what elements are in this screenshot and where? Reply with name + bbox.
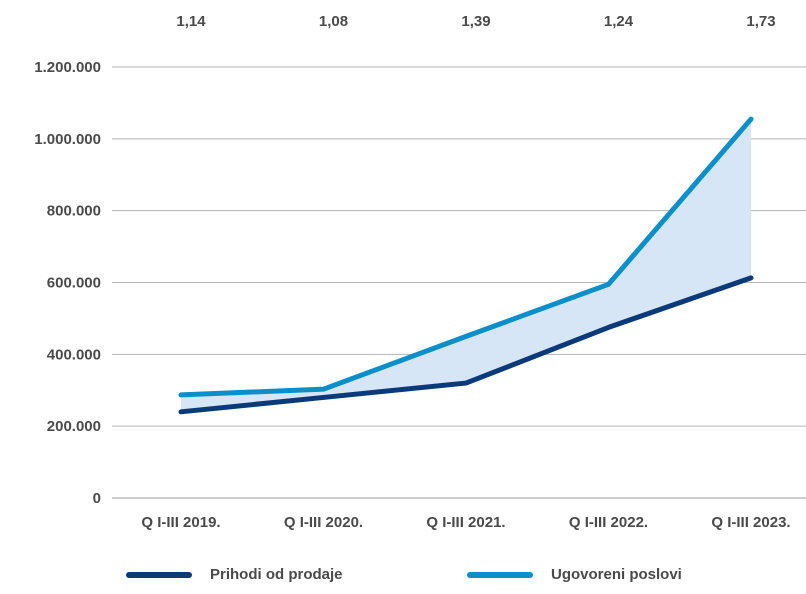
x-tick-label: Q I-III 2019. <box>141 514 220 531</box>
y-tick-label: 400.000 <box>47 346 101 363</box>
legend-label-prihodi: Prihodi od prodaje <box>210 566 343 583</box>
series-lines <box>178 116 754 415</box>
x-tick-label: Q I-III 2021. <box>426 514 505 531</box>
ratio-label: 1,39 <box>461 13 490 30</box>
ratio-labels: 1,14 1,08 1,39 1,24 1,73 <box>176 13 775 30</box>
legend: Prihodi od prodaje Ugovoreni poslovi <box>0 566 806 594</box>
legend-swatch-ugovoreni <box>467 571 533 578</box>
legend-label-ugovoreni: Ugovoreni poslovi <box>551 566 682 583</box>
x-tick-label: Q I-III 2022. <box>569 514 648 531</box>
area-fill <box>181 119 751 412</box>
line-chart: 0 200.000 400.000 600.000 800.000 1.000.000 1.… <box>34 13 806 531</box>
y-axis-tick-labels: 0 200.000 400.000 600.000 800.000 1.000.000 1.… <box>34 59 101 507</box>
legend-item-ugovoreni: Ugovoreni poslovi <box>467 566 682 583</box>
series-line-prihodi <box>178 275 754 415</box>
ratio-label: 1,73 <box>746 13 775 30</box>
x-tick-label: Q I-III 2020. <box>284 514 363 531</box>
x-axis-tick-labels: Q I-III 2019. Q I-III 2020. Q I-III 2021. Q… <box>141 514 790 531</box>
ratio-label: 1,24 <box>604 13 634 30</box>
y-tick-label: 1.000.000 <box>34 131 101 148</box>
legend-swatch-prihodi <box>126 571 192 578</box>
y-tick-label: 200.000 <box>47 418 101 435</box>
y-tick-label: 800.000 <box>47 203 101 220</box>
ratio-label: 1,14 <box>176 13 206 30</box>
area-between-series <box>181 119 751 412</box>
x-tick-label: Q I-III 2023. <box>711 514 790 531</box>
ratio-label: 1,08 <box>319 13 348 30</box>
legend-item-prihodi: Prihodi od prodaje <box>126 566 343 583</box>
y-tick-label: 0 <box>93 490 101 507</box>
series-line-ugovoreni <box>178 116 754 398</box>
y-tick-label: 600.000 <box>47 275 101 292</box>
y-tick-label: 1.200.000 <box>34 59 101 76</box>
